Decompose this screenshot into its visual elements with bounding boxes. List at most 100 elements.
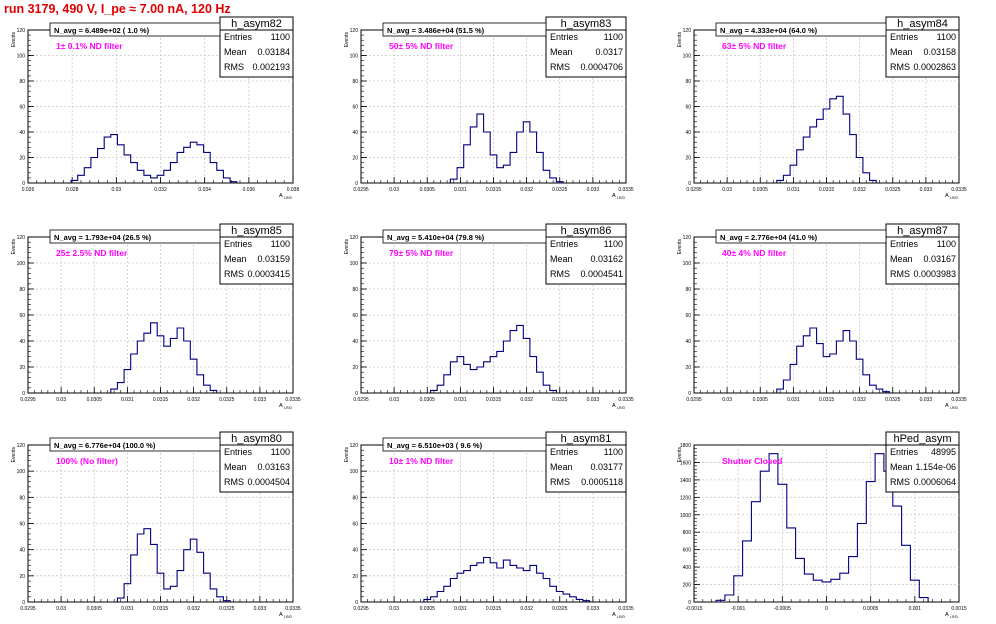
navg-label: N_avg = 4.333e+04 (64.0 %) — [720, 26, 818, 35]
stat-value-rms: 0.0002863 — [913, 62, 956, 72]
x-tick-label: 0.031 — [787, 187, 800, 193]
y-tick-label: 80 — [19, 495, 25, 501]
x-tick-label: 0.03 — [389, 606, 399, 612]
histogram-panel-h_asym84: 0 20 40 60 80 100 120 0.0295 0.03 0.0305 0.031 0.03… — [677, 16, 967, 200]
y-tick-label: 80 — [352, 495, 358, 501]
x-tick-label: 0.033 — [587, 606, 600, 612]
x-tick-label: 0.032 — [853, 187, 866, 193]
x-tick-label: 0.03 — [111, 187, 121, 193]
stat-label-rms: RMS — [224, 269, 244, 279]
navg-box — [49, 229, 221, 244]
stat-value-rms: 0.0004504 — [247, 477, 290, 487]
x-tick-label: 0.033 — [587, 397, 600, 403]
y-tick-label: 80 — [19, 79, 25, 85]
stats-box — [885, 236, 960, 285]
stat-label-entries: Entries — [550, 447, 579, 457]
x-axis-label: A — [612, 612, 616, 618]
x-axis-label-sub: LR/D — [617, 615, 625, 619]
x-axis-label-sub: LR/D — [284, 406, 292, 410]
filter-annotation: 10± 1% ND filter — [389, 456, 454, 466]
histogram-line — [116, 528, 231, 602]
y-tick-label: 60 — [19, 522, 25, 528]
x-tick-label: 0.0325 — [552, 397, 568, 403]
stat-value-entries: 1100 — [937, 239, 956, 249]
x-tick-label: 0.034 — [198, 187, 211, 193]
x-tick-label: 0.033 — [254, 606, 267, 612]
stat-label-mean: Mean — [224, 47, 247, 57]
y-tick-label: 0 — [355, 181, 358, 187]
y-axis-label: Events — [344, 32, 350, 48]
y-tick-label: 100 — [17, 54, 26, 60]
y-tick-label: 20 — [19, 156, 25, 162]
x-tick-label: 0.0325 — [885, 397, 901, 403]
y-tick-label: 80 — [685, 79, 691, 85]
y-tick-label: 100 — [683, 54, 692, 60]
x-tick-label: 0.0325 — [219, 397, 235, 403]
x-tick-label: 0.0315 — [153, 606, 169, 612]
y-tick-label: 600 — [683, 548, 692, 554]
x-axis-label-sub: LR/D — [950, 406, 958, 410]
y-tick-label: 60 — [685, 313, 691, 319]
x-axis-label: A — [945, 193, 949, 199]
filter-annotation: Shutter Closed — [722, 456, 782, 466]
stat-value-rms: 0.0003983 — [913, 269, 956, 279]
x-tick-label: 0 — [825, 606, 828, 612]
x-tick-label: 0.0325 — [552, 606, 568, 612]
y-tick-label: 800 — [683, 530, 692, 536]
histogram-name: h_asym87 — [897, 225, 948, 237]
y-tick-label: 1000 — [680, 513, 691, 519]
x-axis-label: A — [279, 193, 283, 199]
x-tick-label: 0.0315 — [153, 397, 169, 403]
y-tick-label: 40 — [19, 130, 25, 136]
stat-label-rms: RMS — [550, 62, 570, 72]
x-tick-label: 0.031 — [121, 397, 134, 403]
stats-box — [885, 29, 960, 78]
stat-value-mean: 0.03167 — [923, 254, 956, 264]
filter-annotation: 63± 5% ND filter — [722, 41, 787, 51]
filter-annotation: 40± 4% ND filter — [722, 248, 787, 258]
y-tick-label: 20 — [352, 574, 358, 580]
x-tick-label: 0.0335 — [285, 606, 301, 612]
navg-box — [715, 22, 887, 37]
histogram-name: h_asym80 — [231, 433, 282, 445]
stat-value-entries: 1100 — [937, 32, 956, 42]
x-axis-label: A — [612, 193, 616, 199]
y-axis-label: Events — [11, 447, 17, 463]
stat-label-mean: Mean — [550, 254, 573, 264]
stat-label-rms: RMS — [550, 269, 570, 279]
y-tick-label: 80 — [352, 287, 358, 293]
y-tick-label: 1600 — [680, 460, 691, 466]
stat-label-entries: Entries — [224, 32, 253, 42]
filter-annotation: 100% (No filter) — [56, 456, 118, 466]
x-tick-label: 0.031 — [787, 397, 800, 403]
x-tick-label: 0.0295 — [353, 397, 369, 403]
x-tick-label: 0.032 — [187, 397, 200, 403]
y-tick-label: 80 — [685, 287, 691, 293]
x-tick-label: 0.0325 — [552, 187, 568, 193]
navg-label: N_avg = 3.486e+04 (51.5 %) — [387, 26, 485, 35]
x-tick-label: 0.0325 — [885, 187, 901, 193]
histogram-line — [776, 327, 890, 393]
x-tick-label: -0.001 — [731, 606, 745, 612]
x-tick-label: 0.0335 — [618, 187, 634, 193]
navg-box — [382, 437, 547, 452]
x-tick-label: 0.031 — [454, 187, 467, 193]
y-tick-label: 20 — [685, 365, 691, 371]
x-tick-label: 0.033 — [920, 187, 933, 193]
stat-label-mean: Mean — [890, 47, 913, 57]
x-tick-label: 0.038 — [287, 187, 300, 193]
histogram-line — [715, 453, 929, 602]
histogram-name: h_asym82 — [231, 18, 282, 30]
y-tick-label: 100 — [350, 54, 359, 60]
navg-box — [715, 229, 887, 244]
navg-label: N_avg = 6.489e+02 ( 1.0 %) — [54, 26, 150, 35]
x-tick-label: 0.0315 — [486, 606, 502, 612]
x-tick-label: 0.0305 — [420, 606, 436, 612]
x-tick-label: 0.032 — [853, 397, 866, 403]
x-axis-label: A — [945, 403, 949, 409]
stat-value-mean: 0.03184 — [257, 47, 290, 57]
stat-label-mean: Mean — [224, 462, 247, 472]
x-tick-label: 0.0315 — [819, 397, 835, 403]
stat-label-rms: RMS — [224, 477, 244, 487]
y-tick-label: 40 — [352, 548, 358, 554]
